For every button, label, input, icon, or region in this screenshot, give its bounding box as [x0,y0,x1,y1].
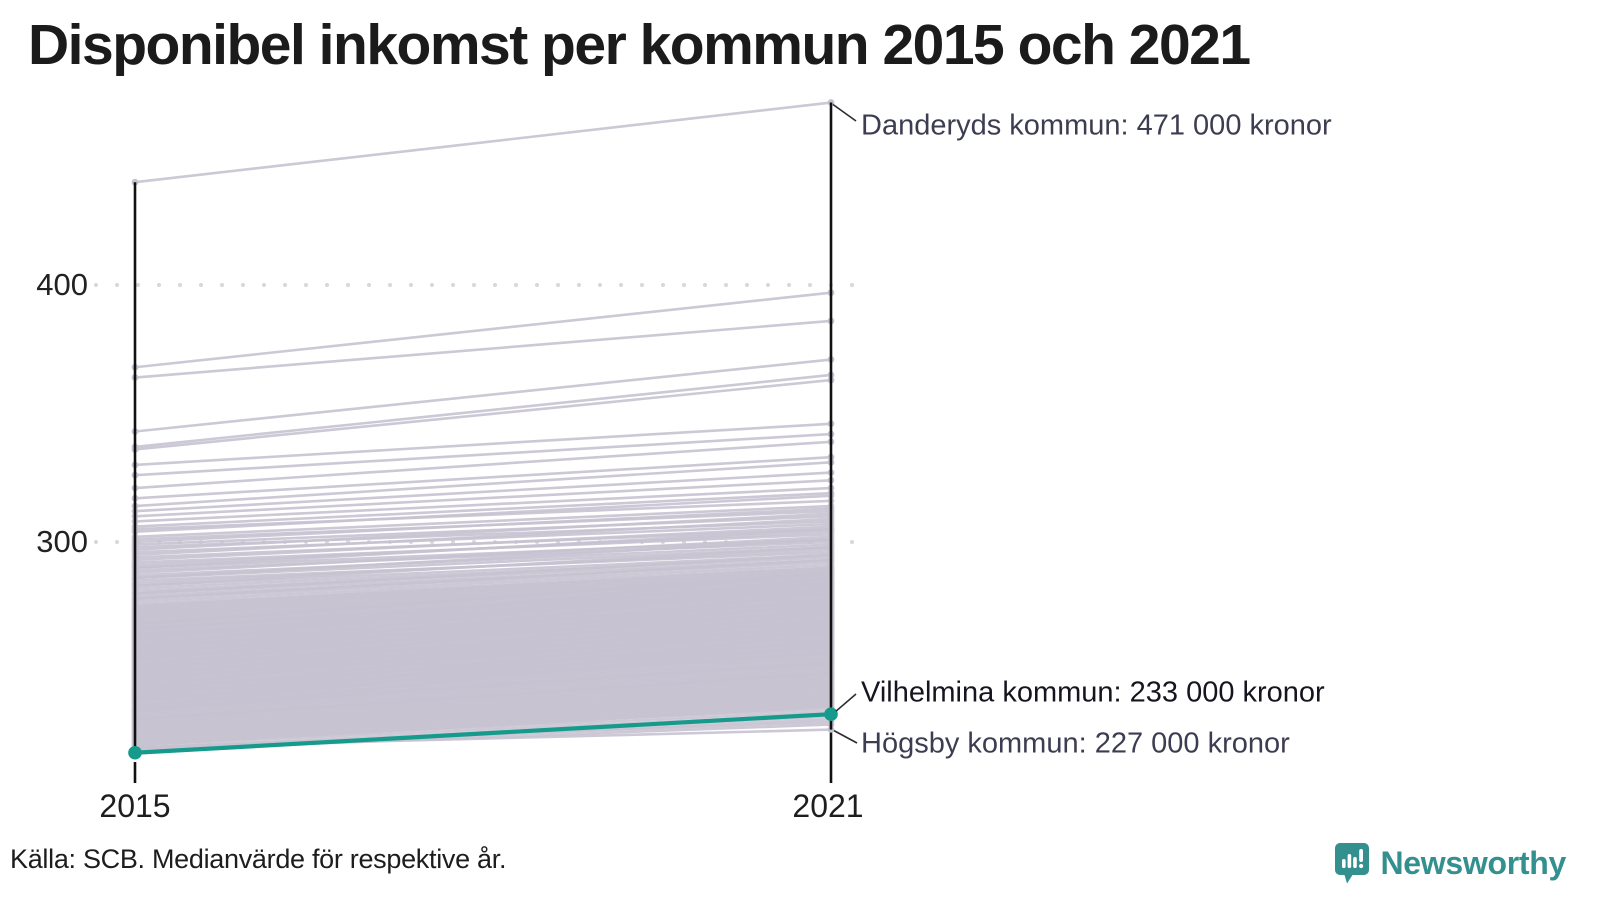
annotation-hogsby: Högsby kommun: 227 000 kronor [861,727,1290,760]
x-axis-label-2021: 2021 [792,788,864,824]
brand-name: Newsworthy [1380,845,1567,881]
source-note: Källa: SCB. Medianvärde för respektive å… [10,844,507,874]
annotation-vilhelmina: Vilhelmina kommun: 233 000 kronor [861,676,1325,709]
x-axis-label-2015: 2015 [99,788,171,824]
annotation-danderyd: Danderyds kommun: 471 000 kronor [861,109,1332,142]
chart-title: Disponibel inkomst per kommun 2015 och 2… [28,13,1251,77]
newsworthy-logo-icon [1334,843,1369,884]
y-axis-tick-300: 300 [36,524,88,559]
y-axis-tick-400: 400 [36,267,88,302]
brand-lockup: Newsworthy [1334,842,1567,885]
